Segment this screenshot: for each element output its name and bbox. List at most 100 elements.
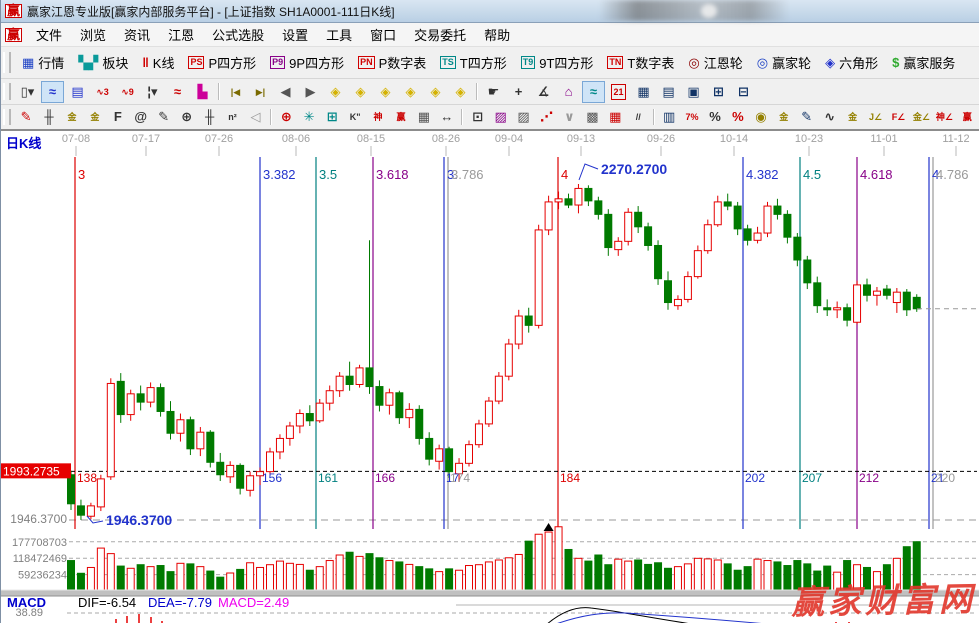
toolbar-drag-handle[interactable] bbox=[3, 108, 11, 126]
grid-dots-tool[interactable]: ▩ bbox=[582, 106, 603, 128]
candle-menu-button[interactable]: ¦▾ bbox=[141, 81, 164, 103]
star-grid-tool[interactable]: ✳ bbox=[299, 106, 320, 128]
info-doc-button[interactable]: ▤ bbox=[66, 81, 89, 103]
f-angle-tool[interactable]: F∠ bbox=[888, 106, 909, 128]
tri-pct-tool[interactable]: 7% bbox=[682, 106, 703, 128]
shen-fence-tool[interactable]: 神 bbox=[368, 106, 389, 128]
winner-wheel-button[interactable]: ◎ 赢家轮 bbox=[750, 50, 818, 75]
grid-box-tool[interactable]: ⊞ bbox=[322, 106, 343, 128]
spiral-tool[interactable]: @ bbox=[130, 106, 151, 128]
p-number-button-label: P数字表 bbox=[378, 56, 427, 71]
fan2-tool[interactable]: // bbox=[628, 106, 649, 128]
quotes-button[interactable]: ▦ 行情 bbox=[15, 50, 71, 75]
shen-angle-tool[interactable]: 神∠ bbox=[934, 106, 955, 128]
j-angle-tool[interactable]: J∠ bbox=[865, 106, 886, 128]
n-squared-tool[interactable]: n² bbox=[222, 106, 243, 128]
col-chart-tool[interactable]: ▥ bbox=[659, 106, 680, 128]
f-fence-tool[interactable]: F bbox=[107, 106, 128, 128]
crosshair-button[interactable]: + bbox=[507, 81, 530, 103]
9p-square-button[interactable]: P9 9P四方形 bbox=[263, 50, 351, 75]
menu-item-帮助[interactable]: 帮助 bbox=[484, 28, 511, 43]
menu-item-公式选股[interactable]: 公式选股 bbox=[212, 28, 265, 43]
notepad-button[interactable]: ▤ bbox=[657, 81, 680, 103]
v-dots-tool[interactable]: ∨ bbox=[559, 106, 580, 128]
hatch-gray-tool[interactable]: ▨ bbox=[513, 106, 534, 128]
diamond-cross-button[interactable]: ◈ bbox=[399, 81, 422, 103]
volume-profile-button[interactable]: ▙ bbox=[191, 81, 214, 103]
zigzag-blue-button[interactable]: ≈ bbox=[41, 80, 64, 103]
gold-circle-tool[interactable]: ◉ bbox=[750, 106, 771, 128]
prev-bar-button[interactable]: ◀ bbox=[274, 81, 297, 103]
next-bar-button[interactable]: ▶ bbox=[299, 81, 322, 103]
ying-angle-tool[interactable]: 赢 bbox=[957, 106, 978, 128]
chart-area[interactable]: 07-08 07-17 07-26 08-06 08-15 08-26 09-04 09-13… bbox=[1, 130, 979, 623]
diamond-plus-button[interactable]: ◈ bbox=[424, 81, 447, 103]
toolbar-drag-handle[interactable] bbox=[3, 82, 11, 101]
gold-lines2-tool[interactable]: 金 bbox=[842, 106, 863, 128]
net-quote-button[interactable]: ⊞ bbox=[707, 81, 730, 103]
last-bar-button[interactable]: ▶| bbox=[249, 81, 272, 103]
hexagon-button[interactable]: ◈ 六角形 bbox=[818, 50, 885, 75]
calendar21-button[interactable]: 21 bbox=[607, 81, 630, 103]
pct-tool[interactable]: % bbox=[705, 106, 726, 128]
fence2-tool[interactable]: ╫ bbox=[199, 106, 220, 128]
grid-123-tool[interactable]: ▦ bbox=[413, 106, 434, 128]
menu-item-资讯[interactable]: 资讯 bbox=[124, 28, 151, 43]
pen2-tool[interactable]: ✎ bbox=[796, 106, 817, 128]
diamond-left-button[interactable]: ◈ bbox=[324, 81, 347, 103]
menu-item-江恩[interactable]: 江恩 bbox=[168, 28, 195, 43]
net-pc-button[interactable]: ⊟ bbox=[732, 81, 755, 103]
kstyle-menu-button[interactable]: ▯▾ bbox=[16, 81, 39, 103]
diamond-hmove-button[interactable]: ◈ bbox=[374, 81, 397, 103]
angle-gray-tool[interactable]: ◁ bbox=[245, 106, 266, 128]
gold-lines-tool[interactable]: 金 bbox=[773, 106, 794, 128]
brush-tool[interactable]: ✎ bbox=[153, 106, 174, 128]
zigzag-teal-button[interactable]: ≈ bbox=[582, 80, 605, 103]
hatch-purple-tool[interactable]: ▨ bbox=[490, 106, 511, 128]
sectors-button[interactable]: ▚▞ 板块 bbox=[71, 50, 135, 75]
toolbar-drag-handle[interactable] bbox=[3, 51, 11, 74]
gold-fence2-tool[interactable]: 金 bbox=[84, 106, 105, 128]
fence-tool[interactable]: ╫ bbox=[39, 106, 60, 128]
pattern-button[interactable]: ⌂ bbox=[557, 81, 580, 103]
candle-body bbox=[266, 451, 274, 473]
k-quote-tool[interactable]: K" bbox=[345, 106, 366, 128]
menu-item-浏览[interactable]: 浏览 bbox=[80, 28, 107, 43]
menu-item-设置[interactable]: 设置 bbox=[282, 28, 309, 43]
zigzag-red-button[interactable]: ≈ bbox=[166, 81, 189, 103]
calculator-button[interactable]: ▦ bbox=[632, 81, 655, 103]
angle-measure-button[interactable]: ∡ bbox=[532, 81, 555, 103]
wave-box-tool[interactable]: ∿ bbox=[819, 106, 840, 128]
gold-angle-tool[interactable]: 金∠ bbox=[911, 106, 932, 128]
winner-service-button[interactable]: $ 赢家服务 bbox=[885, 50, 962, 75]
compass-red-tool[interactable]: ⊕ bbox=[276, 106, 297, 128]
circle-grid-tool[interactable]: ⊕ bbox=[176, 106, 197, 128]
wave9-button[interactable]: ∿9 bbox=[116, 81, 139, 103]
save-button[interactable]: ▣ bbox=[682, 81, 705, 103]
gold-fence-tool[interactable]: 金 bbox=[61, 106, 82, 128]
p-number-button[interactable]: PN P数字表 bbox=[351, 50, 433, 75]
width-arrow-tool[interactable]: ↔ bbox=[436, 106, 457, 128]
diamond-expand-button[interactable]: ◈ bbox=[449, 81, 472, 103]
t-number-button[interactable]: TN T数字表 bbox=[600, 50, 681, 75]
grid-red-tool[interactable]: ▦ bbox=[605, 106, 626, 128]
first-bar-button[interactable]: |◀ bbox=[224, 81, 247, 103]
menu-item-工具[interactable]: 工具 bbox=[326, 28, 353, 43]
hand-button[interactable]: ☛ bbox=[482, 81, 505, 103]
kline-button[interactable]: ‖ K线 bbox=[135, 50, 181, 75]
fan-lines-tool[interactable]: ⋰ bbox=[536, 106, 557, 128]
9t-square-button[interactable]: T9 9T四方形 bbox=[514, 50, 601, 75]
pct-line-tool[interactable]: % bbox=[727, 106, 748, 128]
menu-item-交易委托[interactable]: 交易委托 bbox=[414, 28, 467, 43]
gann-wheel-button[interactable]: ◎ 江恩轮 bbox=[681, 50, 749, 75]
knife-tool[interactable]: ✎ bbox=[16, 106, 37, 128]
diamond-right-button[interactable]: ◈ bbox=[349, 81, 372, 103]
menu-item-文件[interactable]: 文件 bbox=[36, 28, 63, 43]
ying-fence-tool[interactable]: 赢 bbox=[391, 106, 412, 128]
t-square-button[interactable]: TS T四方形 bbox=[433, 50, 513, 75]
menu-item-窗口[interactable]: 窗口 bbox=[370, 28, 397, 43]
p-square-button[interactable]: PS P四方形 bbox=[181, 50, 263, 75]
box-lines-tool[interactable]: ⊡ bbox=[467, 106, 488, 128]
winner-service-icon: $ bbox=[892, 54, 900, 70]
wave3-button[interactable]: ∿3 bbox=[91, 81, 114, 103]
